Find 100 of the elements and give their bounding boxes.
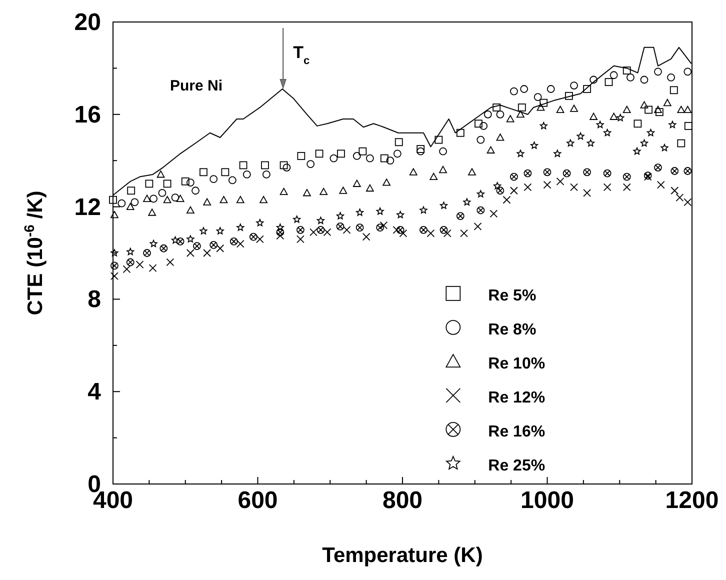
point — [160, 244, 168, 252]
point — [220, 196, 228, 204]
point — [524, 169, 532, 178]
y-tick-label: 4 — [88, 378, 102, 406]
point — [382, 178, 391, 186]
point — [634, 120, 642, 128]
point — [242, 170, 251, 178]
x-tick-label: 1200 — [665, 487, 719, 514]
point — [530, 142, 538, 149]
point — [409, 168, 418, 176]
point — [476, 206, 485, 214]
annotation: T$_{c}$ — [293, 43, 310, 67]
point — [297, 152, 306, 160]
point — [366, 154, 374, 162]
point — [216, 227, 224, 234]
point — [386, 156, 394, 165]
point — [176, 194, 184, 202]
point — [562, 169, 571, 178]
point — [566, 139, 574, 147]
point — [540, 122, 548, 130]
point — [228, 176, 236, 184]
point — [210, 175, 218, 184]
point — [316, 216, 324, 224]
point — [192, 186, 200, 195]
point — [670, 86, 678, 94]
point — [110, 210, 118, 218]
point — [130, 198, 139, 206]
legend-label: Re 10% — [488, 355, 546, 372]
point — [677, 106, 686, 114]
point — [524, 183, 532, 192]
point — [280, 188, 288, 196]
point — [396, 210, 404, 218]
point — [596, 120, 604, 128]
point — [543, 180, 552, 189]
point — [339, 186, 348, 194]
point — [456, 128, 464, 137]
point — [276, 224, 284, 231]
point — [148, 208, 156, 216]
point — [434, 136, 443, 144]
point — [336, 212, 344, 220]
point — [440, 226, 448, 234]
point — [622, 183, 631, 192]
point — [110, 262, 118, 270]
point — [476, 190, 484, 198]
point — [320, 188, 328, 196]
y-tick-label: 16 — [74, 101, 101, 128]
point — [200, 227, 208, 234]
point — [256, 219, 264, 226]
point — [109, 196, 117, 204]
point — [654, 68, 662, 76]
point — [171, 194, 180, 202]
point — [148, 264, 157, 272]
legend-label: Re 16% — [488, 423, 546, 440]
point — [163, 180, 172, 188]
point — [667, 73, 675, 82]
point — [260, 196, 268, 204]
point — [684, 198, 692, 206]
point — [492, 104, 501, 112]
point — [496, 110, 504, 118]
point — [126, 248, 134, 256]
point — [460, 229, 468, 238]
point — [518, 104, 526, 112]
point — [293, 216, 301, 223]
point — [276, 228, 284, 236]
point — [440, 202, 448, 209]
point — [676, 194, 684, 202]
x-tick-label: 800 — [382, 487, 423, 514]
x-tick-label: 600 — [238, 487, 278, 514]
point — [654, 106, 662, 114]
point — [150, 194, 158, 203]
point — [380, 154, 388, 162]
point — [668, 120, 676, 128]
point — [570, 104, 578, 112]
point — [576, 132, 584, 140]
point — [640, 101, 648, 108]
point — [604, 128, 612, 136]
point — [126, 202, 134, 210]
point — [476, 136, 485, 144]
point — [490, 210, 498, 218]
point — [430, 172, 438, 180]
point — [534, 93, 542, 102]
point — [684, 68, 692, 76]
point — [186, 235, 194, 242]
point — [506, 115, 514, 122]
point — [520, 85, 528, 93]
point — [644, 106, 653, 114]
point — [622, 66, 631, 74]
legend-label: Re 5% — [488, 287, 536, 304]
point — [203, 198, 212, 206]
point — [583, 85, 592, 93]
point — [510, 87, 518, 96]
y-tick-label: 12 — [74, 194, 101, 221]
point — [583, 168, 592, 176]
point — [684, 167, 692, 175]
point — [496, 186, 504, 195]
point — [556, 177, 564, 186]
point — [590, 76, 598, 84]
point — [416, 145, 425, 153]
point — [380, 221, 388, 230]
point — [356, 208, 364, 216]
